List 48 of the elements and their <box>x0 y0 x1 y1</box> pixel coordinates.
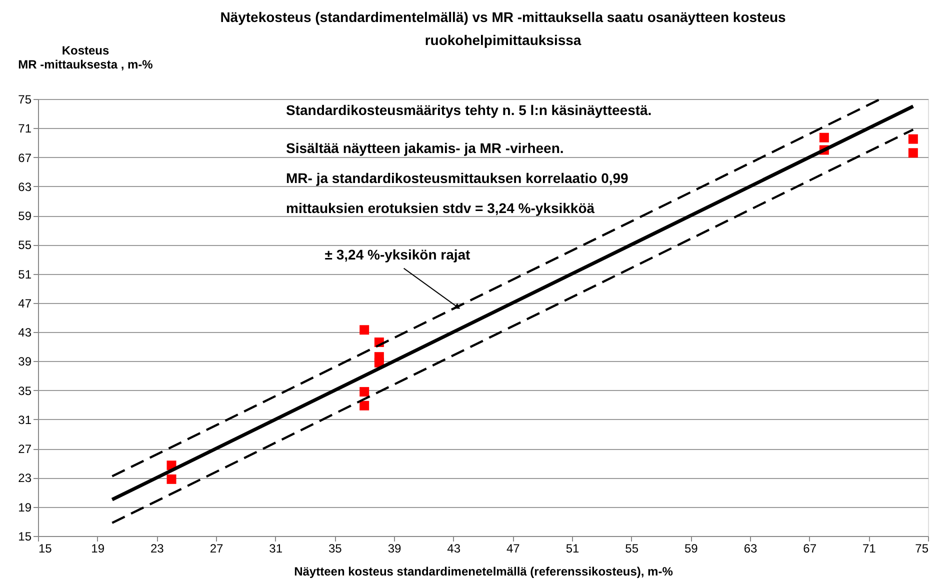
point <box>819 132 829 142</box>
y-axis-title: Kosteus MR -mittauksesta , m-% <box>18 44 154 72</box>
x-tick-label: 43 <box>447 542 461 556</box>
point <box>360 325 370 335</box>
y-tick-label: 71 <box>18 122 32 136</box>
point <box>908 134 918 144</box>
y-tick-label: 63 <box>18 180 32 194</box>
y-tick-label: 59 <box>18 209 32 224</box>
x-tick-label: 71 <box>862 542 876 556</box>
x-tick-label: 35 <box>328 542 342 556</box>
annotation: mittauksien erotuksien stdv = 3,24 %-yksikköä <box>286 200 595 216</box>
x-tick-label: 75 <box>915 542 929 556</box>
y-tick-label: 39 <box>18 354 32 369</box>
text: ruokohelpimittauksissa <box>424 32 582 48</box>
x-tick-label: 59 <box>684 542 698 556</box>
x-tick-label: 15 <box>38 542 52 556</box>
y-tick-label: 23 <box>18 471 32 486</box>
y-tick-label: 27 <box>18 442 32 456</box>
point <box>360 400 370 410</box>
y-tick-label: 19 <box>18 500 32 514</box>
y-tick-label: 51 <box>18 267 32 282</box>
x-tick-label: 27 <box>210 542 224 556</box>
y-tick-label: 55 <box>18 238 32 252</box>
x-tick-label: 19 <box>91 542 105 556</box>
x-tick-label: 39 <box>388 542 402 556</box>
annotation: Standardikosteusmääritys tehty n. 5 l:n käsinäytteestä. <box>286 102 652 118</box>
y-tick-label: 43 <box>18 326 32 340</box>
y-tick-label: 35 <box>18 384 32 398</box>
y-tick-label: 47 <box>18 296 32 310</box>
x-tick-label: 63 <box>744 542 758 556</box>
point <box>166 474 176 484</box>
x-tick-label: 51 <box>566 542 580 556</box>
y-tick-label: 15 <box>18 530 32 544</box>
x-tick-label: 55 <box>625 542 639 556</box>
y-tick-label: 31 <box>18 412 32 427</box>
annotation: Sisältää näytteen jakamis- ja MR -virheen. <box>286 140 564 156</box>
x-tick-label: 67 <box>803 542 817 556</box>
x-tick-label: 47 <box>506 542 520 556</box>
x-tick-label: 31 <box>269 542 283 556</box>
point <box>908 148 918 158</box>
annotation: ± 3,24 %-yksikön rajat <box>324 246 471 262</box>
point <box>360 387 370 397</box>
y-tick-label: 67 <box>18 150 32 165</box>
text: Näytekosteus (standardimentelmällä) vs MR -mittauksella saatu osanäytteen kosteus <box>220 9 786 25</box>
y-tick-label: 75 <box>18 92 32 106</box>
x-tick-label: 23 <box>150 542 164 556</box>
annotation: MR- ja standardikosteusmittauksen korrelaatio 0,99 <box>286 170 629 186</box>
x-axis-title: Näytteen kosteus standardimenetelmällä (referenssikosteus), m-% <box>294 564 674 578</box>
